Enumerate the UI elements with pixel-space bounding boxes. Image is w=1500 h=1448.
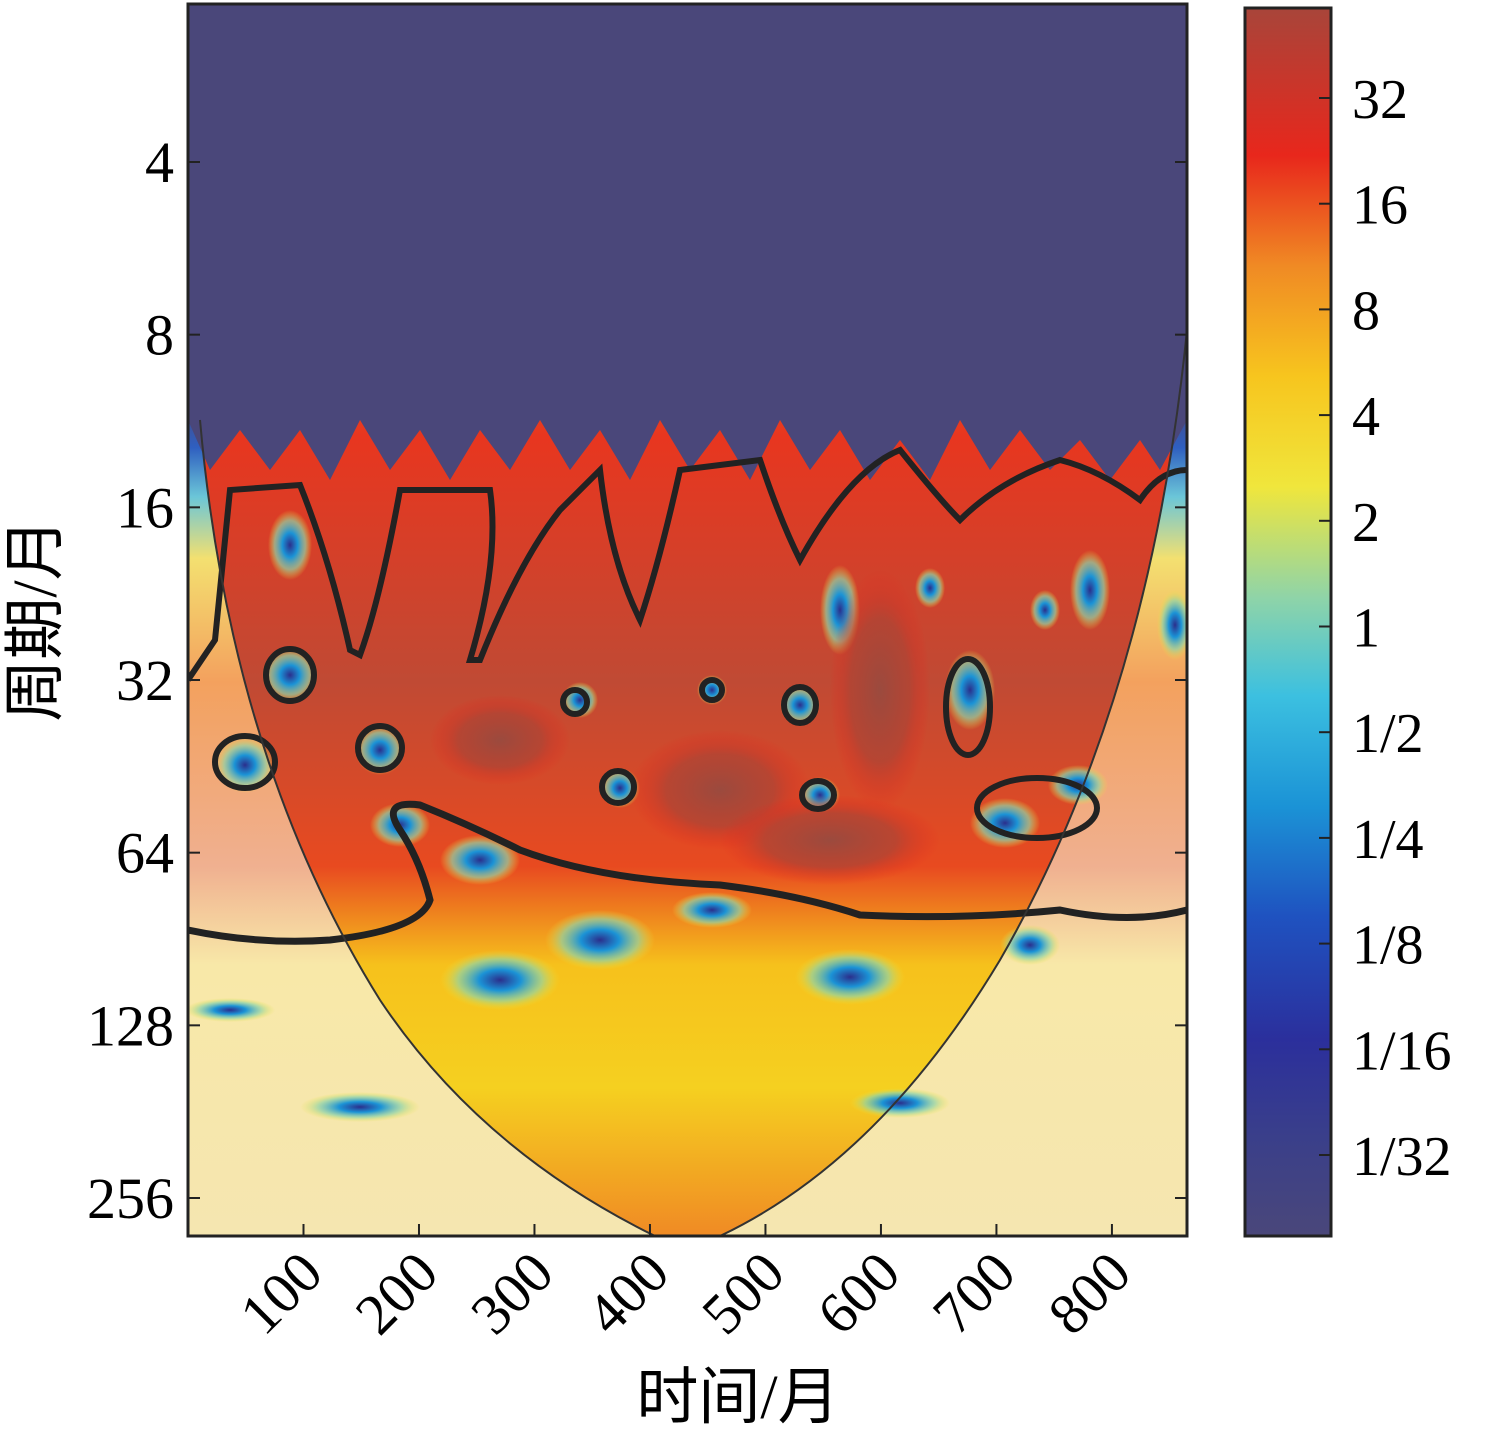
- colorbar-tick-label: 1/2: [1352, 703, 1424, 765]
- colorbar-tick-label: 4: [1352, 386, 1380, 448]
- low-power-region: [188, 4, 1187, 480]
- significance-ring: [599, 768, 637, 806]
- y-tick-label: 32: [116, 648, 174, 713]
- high-power-spot: [430, 695, 570, 785]
- y-tick-label: 16: [116, 475, 174, 540]
- x-tick-label: 700: [920, 1239, 1027, 1346]
- colorbar-tick-label: 2: [1352, 492, 1380, 554]
- low-power-spot: [672, 892, 752, 928]
- plot-frame: [186, 2, 1189, 1238]
- high-power-spot: [830, 570, 930, 810]
- y-axis-title: 周期/月: [2, 518, 70, 721]
- plot-area: [188, 4, 1187, 1236]
- low-power-spot: [1157, 590, 1187, 660]
- y-tick-label: 8: [145, 303, 174, 368]
- y-axis: 4 8 16 32 64 128 256: [87, 130, 1187, 1231]
- significance-ring: [263, 646, 317, 704]
- significance-contour-upper: [188, 446, 1187, 682]
- significance-ring: [781, 684, 819, 726]
- x-tick-label: 200: [343, 1239, 450, 1346]
- colorbar-tick-label: 16: [1352, 175, 1408, 237]
- x-tick-label: 800: [1036, 1239, 1143, 1346]
- low-power-spot: [215, 737, 275, 793]
- x-tick-label: 300: [458, 1239, 565, 1346]
- x-axis: 100 200 300 400 500 600 700 800: [227, 1224, 1143, 1347]
- colorbar-tick-label: 1/32: [1352, 1126, 1452, 1188]
- significance-ring: [974, 775, 1100, 841]
- low-power-spot: [915, 568, 945, 608]
- low-power-spot: [545, 910, 655, 970]
- colorbar-tick-label: 1: [1352, 598, 1380, 660]
- low-power-spot: [440, 950, 560, 1010]
- low-power-spot: [1030, 590, 1060, 630]
- x-tick-label: 500: [689, 1239, 796, 1346]
- low-power-spot: [850, 1088, 950, 1118]
- x-tick-label: 400: [574, 1239, 681, 1346]
- y-tick-label: 4: [145, 130, 174, 195]
- colorbar-tick-label: 8: [1352, 280, 1380, 342]
- colorbar-tick-label: 1/16: [1352, 1020, 1452, 1082]
- low-power-spot: [262, 647, 318, 703]
- heatmap-features: [188, 510, 1187, 1122]
- significance-ring: [212, 733, 278, 791]
- high-power-spot: [720, 795, 940, 885]
- low-power-spot: [795, 949, 905, 1005]
- x-axis-title: 时间/月: [636, 1364, 839, 1432]
- low-power-spot: [268, 510, 312, 580]
- x-tick-label: 600: [805, 1239, 912, 1346]
- x-tick-label: 100: [227, 1239, 334, 1346]
- y-tick-label: 64: [116, 821, 174, 886]
- significance-ring: [355, 723, 405, 773]
- low-power-spot: [1070, 550, 1110, 630]
- significance-ring: [943, 656, 993, 758]
- colorbar-tick-label: 1/4: [1352, 809, 1424, 871]
- cone-of-influence-line: [199, 329, 1187, 1236]
- y-tick-label: 256: [87, 1166, 174, 1231]
- y-tick-label: 128: [87, 993, 174, 1058]
- significance-ring: [799, 778, 837, 812]
- colorbar-tick-label: 32: [1352, 69, 1408, 131]
- significance-contour: [188, 800, 1187, 945]
- significance-ring: [560, 687, 590, 717]
- low-power-spot: [188, 998, 275, 1022]
- colorbar: [1243, 6, 1333, 1238]
- significance-ring: [699, 677, 725, 703]
- colorbar-tick-label: 1/8: [1352, 915, 1424, 977]
- low-power-spot: [440, 835, 520, 885]
- colorbar-axis: 1/32 1/16 1/8 1/4 1/2 1 2 4 8 16 32: [1319, 69, 1452, 1188]
- low-power-spot: [300, 1092, 420, 1122]
